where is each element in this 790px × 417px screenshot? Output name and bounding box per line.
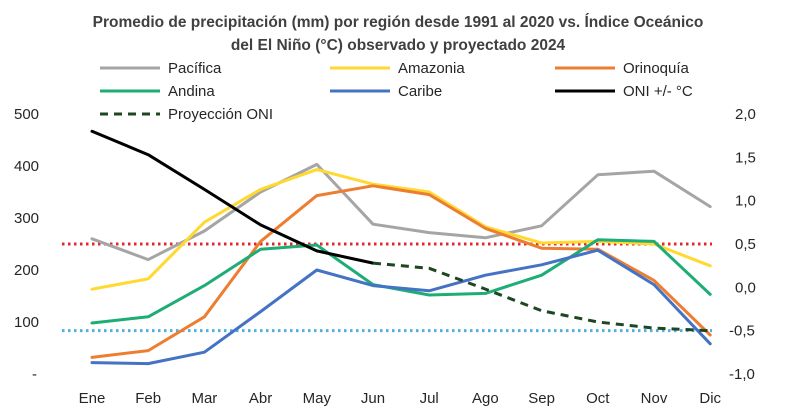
x-axis-tick-label: Sep (528, 390, 555, 407)
legend-label: Pacífica (168, 60, 222, 77)
x-axis-tick-label: Jul (420, 390, 439, 407)
legend-label: Amazonia (398, 60, 465, 77)
left-axis-tick-label: 300 (14, 210, 39, 227)
x-axis-tick-label: Ago (472, 390, 499, 407)
left-axis-ticks: - 100 200 300 400 500 (14, 106, 39, 383)
chart-title-line-1: Promedio de precipitación (mm) por regió… (93, 14, 704, 31)
series-line-orinoquia (90, 184, 712, 359)
legend-item-oni-c: ONI +/- °C (555, 83, 693, 100)
legend-item-andina: Andina (100, 83, 215, 100)
x-axis-tick-label: Abr (249, 390, 272, 407)
right-axis-tick-label: 0,0 (735, 279, 756, 296)
series-lines (90, 129, 712, 366)
legend-item-pacifica: Pacífica (100, 60, 222, 77)
x-axis-tick-label: Dic (699, 390, 721, 407)
x-axis-tick-label: Feb (135, 390, 161, 407)
series-line-caribe (90, 248, 712, 366)
chart-title-line-2: del El Niño (°C) observado y proyectado … (231, 37, 566, 54)
legend-item-orinoquia: Orinoquía (555, 60, 690, 77)
series-line-proyeccion-oni (372, 261, 711, 333)
x-axis-tick-label: Mar (191, 390, 217, 407)
series-line-andina (90, 238, 712, 325)
legend-label: Caribe (398, 83, 442, 100)
right-axis-tick-label: 0,5 (735, 236, 756, 253)
left-axis-tick-label: 400 (14, 158, 39, 175)
left-axis-tick-label: 100 (14, 314, 39, 331)
reference-lines (62, 242, 712, 333)
legend-item-amazonia: Amazonia (330, 60, 465, 77)
x-axis-tick-label: Jun (361, 390, 385, 407)
x-axis-ticks: Ene Feb Mar Abr May Jun Jul Ago Sep Oct Nov Dic (79, 390, 722, 407)
series-line-amazonia (90, 168, 712, 291)
x-axis-tick-label: Ene (79, 390, 106, 407)
legend-item-caribe: Caribe (330, 83, 442, 100)
right-axis-ticks: -1,0 -0,5 0,0 0,5 1,0 1,5 2,0 (729, 106, 756, 383)
left-axis-tick-label: - (32, 366, 37, 383)
right-axis-tick-label: -1,0 (729, 366, 755, 383)
x-axis-tick-label: May (303, 390, 332, 407)
left-axis-tick-label: 500 (14, 106, 39, 123)
legend-item-proyeccion-oni: Proyección ONI (100, 106, 273, 123)
legend: Pacífica Amazonia Orinoquía Andina Caribe ONI… (100, 60, 693, 123)
legend-label: ONI +/- °C (623, 83, 693, 100)
right-axis-tick-label: 1,0 (735, 193, 756, 210)
legend-label: Andina (168, 83, 215, 100)
right-axis-tick-label: -0,5 (729, 323, 755, 340)
x-axis-tick-label: Oct (586, 390, 610, 407)
legend-label: Proyección ONI (168, 106, 273, 123)
legend-label: Orinoquía (623, 60, 690, 77)
right-axis-tick-label: 1,5 (735, 149, 756, 166)
left-axis-tick-label: 200 (14, 262, 39, 279)
series-line-pacifica (90, 162, 712, 262)
series-line-oni-c (90, 129, 375, 265)
x-axis-tick-label: Nov (641, 390, 668, 407)
right-axis-tick-label: 2,0 (735, 106, 756, 123)
